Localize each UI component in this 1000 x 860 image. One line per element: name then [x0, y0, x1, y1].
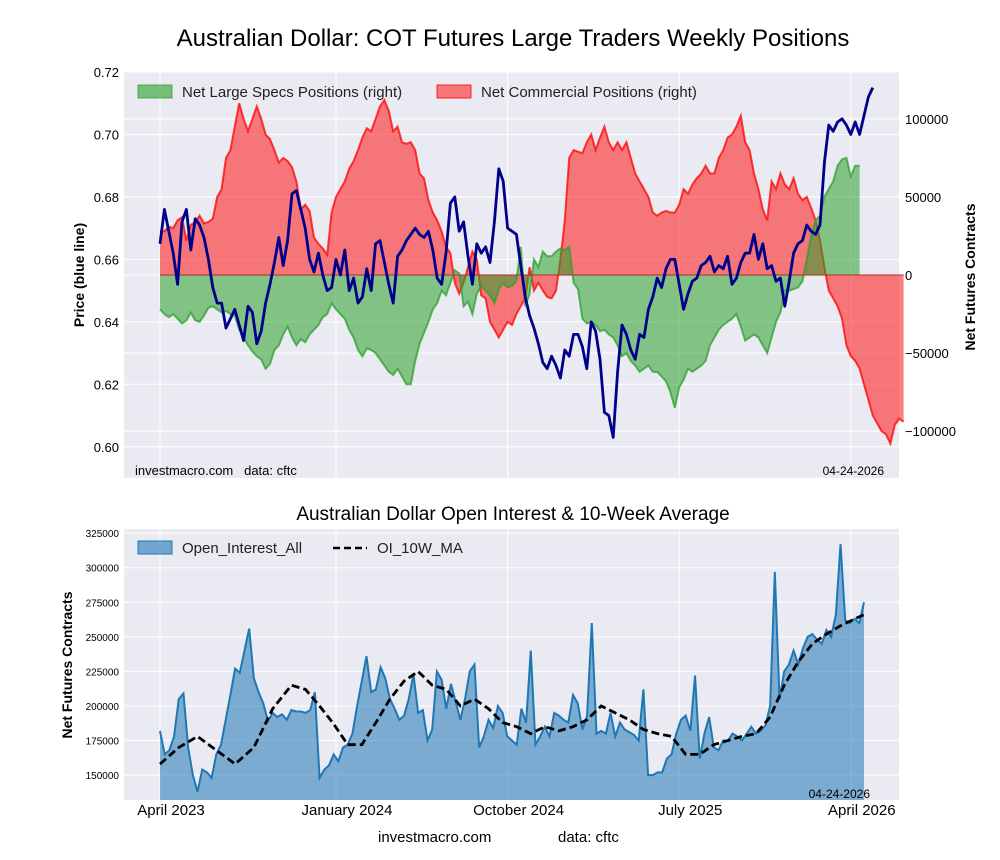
- net-contracts-axis-ticks: −100000 −50000 0 50000 100000: [905, 112, 956, 439]
- price-tick-label: 0.60: [94, 440, 119, 455]
- legend-swatch-specs: [137, 84, 173, 99]
- price-tick-label: 0.72: [94, 65, 119, 80]
- legend-label-ma: OI_10W_MA: [377, 540, 463, 557]
- open-interest-tick-label: 150000: [86, 771, 120, 782]
- date-tick-label: April 2026: [828, 802, 896, 819]
- open-interest-panel: Australian Dollar Open Interest & 10-Wee…: [59, 504, 899, 819]
- positions-watermark: investmacro.com data: cftc: [135, 463, 297, 478]
- date-tick-label: January 2024: [302, 802, 393, 819]
- open-interest-tick-label: 175000: [86, 737, 120, 748]
- price-tick-label: 0.66: [94, 252, 119, 267]
- open-interest-tick-label: 200000: [86, 702, 120, 713]
- net-specs-line: [159, 156, 860, 409]
- net-contracts-tick-label: 100000: [905, 112, 948, 127]
- legend-swatch-commercial: [436, 84, 472, 99]
- legend-label-specs: Net Large Specs Positions (right): [182, 84, 402, 101]
- legend-label-commercial: Net Commercial Positions (right): [481, 84, 697, 101]
- footer-source: data: cftc: [558, 829, 619, 846]
- positions-panel: 0.60 0.62 0.64 0.66 0.68 0.70 0.72 −100000 −500…: [71, 65, 978, 478]
- open-interest-axis-label: Net Futures Contracts: [59, 591, 75, 738]
- price-line: [158, 87, 875, 439]
- price-tick-label: 0.62: [94, 377, 119, 392]
- price-axis-label: Price (blue line): [71, 223, 87, 327]
- open-interest-area: [160, 544, 864, 800]
- open-interest-axis-ticks: 150000 175000 200000 225000 250000 275000 3000…: [86, 529, 120, 782]
- open-interest-tick-label: 225000: [86, 667, 120, 678]
- date-tick-label: October 2024: [473, 802, 564, 819]
- open-interest-tick-label: 325000: [86, 529, 120, 540]
- date-tick-label: April 2023: [137, 802, 205, 819]
- date-axis-ticks: April 2023 January 2024 October 2024 July 2…: [137, 802, 895, 819]
- price-tick-label: 0.70: [94, 127, 119, 142]
- legend-label-open-interest: Open_Interest_All: [182, 540, 302, 557]
- open-interest-tick-label: 300000: [86, 564, 120, 575]
- open-interest-legend: Open_Interest_All OI_10W_MA: [137, 540, 463, 557]
- positions-legend: Net Large Specs Positions (right) Net Co…: [137, 84, 697, 101]
- open-interest-title: Australian Dollar Open Interest & 10-Wee…: [296, 504, 729, 525]
- positions-series: [158, 87, 905, 447]
- open-interest-tick-label: 275000: [86, 598, 120, 609]
- figure-title: Australian Dollar: COT Futures Large Tra…: [177, 25, 850, 52]
- positions-date-label: 04-24-2026: [823, 464, 885, 478]
- price-axis-ticks: 0.60 0.62 0.64 0.66 0.68 0.70 0.72: [94, 65, 119, 455]
- net-contracts-axis-label: Net Futures Contracts: [962, 203, 978, 350]
- open-interest-series: [159, 544, 865, 800]
- net-contracts-tick-label: 50000: [905, 190, 941, 205]
- open-interest-date-label: 04-24-2026: [809, 787, 871, 801]
- net-specs-area: [160, 157, 860, 408]
- net-contracts-tick-label: 0: [905, 268, 912, 283]
- open-interest-line: [159, 544, 865, 792]
- net-contracts-tick-label: −50000: [905, 346, 949, 361]
- open-interest-tick-label: 250000: [86, 633, 120, 644]
- net-contracts-tick-label: −100000: [905, 424, 956, 439]
- ma-line: [159, 613, 865, 766]
- footer-site: investmacro.com: [378, 829, 491, 846]
- legend-swatch-open-interest: [137, 540, 173, 555]
- date-tick-label: July 2025: [658, 802, 722, 819]
- net-commercial-area: [160, 100, 904, 444]
- price-tick-label: 0.64: [94, 315, 119, 330]
- price-tick-label: 0.68: [94, 190, 119, 205]
